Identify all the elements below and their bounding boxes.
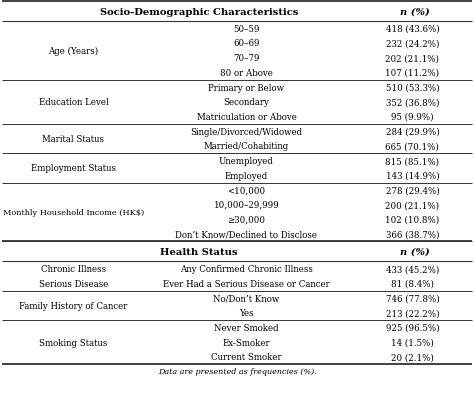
Text: Education Level: Education Level bbox=[38, 98, 109, 107]
Text: 284 (29.9%): 284 (29.9%) bbox=[385, 127, 439, 136]
Text: 143 (14.9%): 143 (14.9%) bbox=[385, 171, 439, 180]
Text: 510 (53.3%): 510 (53.3%) bbox=[385, 83, 439, 93]
Text: 925 (96.5%): 925 (96.5%) bbox=[385, 323, 439, 332]
Text: Ex-Smoker: Ex-Smoker bbox=[223, 338, 270, 347]
Text: Smoking Status: Smoking Status bbox=[39, 338, 108, 347]
Text: 80 or Above: 80 or Above bbox=[220, 69, 273, 78]
Text: No/Don’t Know: No/Don’t Know bbox=[213, 294, 280, 303]
Text: Employed: Employed bbox=[225, 171, 268, 180]
Text: n (%): n (%) bbox=[400, 7, 429, 17]
Text: 14 (1.5%): 14 (1.5%) bbox=[391, 338, 434, 347]
Text: Data are presented as frequencies (%).: Data are presented as frequencies (%). bbox=[158, 368, 316, 375]
Text: Secondary: Secondary bbox=[224, 98, 269, 107]
Text: <10,000: <10,000 bbox=[228, 186, 265, 195]
Text: 10,000–29,999: 10,000–29,999 bbox=[214, 201, 279, 210]
Text: 665 (70.1%): 665 (70.1%) bbox=[385, 142, 439, 151]
Text: Any Confirmed Chronic Illness: Any Confirmed Chronic Illness bbox=[180, 264, 313, 273]
Text: Health Status: Health Status bbox=[160, 247, 238, 256]
Text: Monthly Household Income (HK$): Monthly Household Income (HK$) bbox=[3, 209, 144, 216]
Text: Yes: Yes bbox=[239, 309, 254, 318]
Text: 202 (21.1%): 202 (21.1%) bbox=[385, 54, 439, 63]
Text: ≥30,000: ≥30,000 bbox=[228, 215, 265, 224]
Text: 102 (10.8%): 102 (10.8%) bbox=[385, 215, 439, 224]
Text: Marital Status: Marital Status bbox=[43, 135, 104, 144]
Text: 50–59: 50–59 bbox=[233, 25, 260, 34]
Text: Serious Disease: Serious Disease bbox=[39, 279, 108, 288]
Text: 232 (24.2%): 232 (24.2%) bbox=[386, 39, 439, 48]
Text: 20 (2.1%): 20 (2.1%) bbox=[391, 352, 434, 361]
Text: Matriculation or Above: Matriculation or Above bbox=[197, 113, 296, 122]
Text: Primary or Below: Primary or Below bbox=[209, 83, 284, 93]
Text: 278 (29.4%): 278 (29.4%) bbox=[385, 186, 439, 195]
Text: 95 (9.9%): 95 (9.9%) bbox=[391, 113, 434, 122]
Text: 81 (8.4%): 81 (8.4%) bbox=[391, 279, 434, 288]
Text: Married/Cohabiting: Married/Cohabiting bbox=[204, 142, 289, 151]
Text: 107 (11.2%): 107 (11.2%) bbox=[385, 69, 439, 78]
Text: 200 (21.1%): 200 (21.1%) bbox=[385, 201, 439, 210]
Text: 433 (45.2%): 433 (45.2%) bbox=[386, 264, 439, 273]
Text: 352 (36.8%): 352 (36.8%) bbox=[386, 98, 439, 107]
Text: Single/Divorced/Widowed: Single/Divorced/Widowed bbox=[191, 127, 302, 136]
Text: Don’t Know/Declined to Disclose: Don’t Know/Declined to Disclose bbox=[175, 230, 318, 239]
Text: Family History of Cancer: Family History of Cancer bbox=[19, 301, 128, 310]
Text: 60–69: 60–69 bbox=[233, 39, 260, 48]
Text: n (%): n (%) bbox=[400, 247, 429, 256]
Text: 70–79: 70–79 bbox=[233, 54, 260, 63]
Text: 418 (43.6%): 418 (43.6%) bbox=[385, 25, 439, 34]
Text: 366 (38.7%): 366 (38.7%) bbox=[386, 230, 439, 239]
Text: Age (Years): Age (Years) bbox=[48, 47, 99, 56]
Text: Current Smoker: Current Smoker bbox=[211, 352, 282, 361]
Text: Socio-Demographic Characteristics: Socio-Demographic Characteristics bbox=[100, 7, 298, 17]
Text: Ever Had a Serious Disease or Cancer: Ever Had a Serious Disease or Cancer bbox=[163, 279, 330, 288]
Text: 815 (85.1%): 815 (85.1%) bbox=[385, 157, 439, 166]
Text: Chronic Illness: Chronic Illness bbox=[41, 264, 106, 273]
Text: 746 (77.8%): 746 (77.8%) bbox=[385, 294, 439, 303]
Text: 213 (22.2%): 213 (22.2%) bbox=[385, 309, 439, 318]
Text: Employment Status: Employment Status bbox=[31, 164, 116, 173]
Text: Unemployed: Unemployed bbox=[219, 157, 274, 166]
Text: Never Smoked: Never Smoked bbox=[214, 323, 279, 332]
